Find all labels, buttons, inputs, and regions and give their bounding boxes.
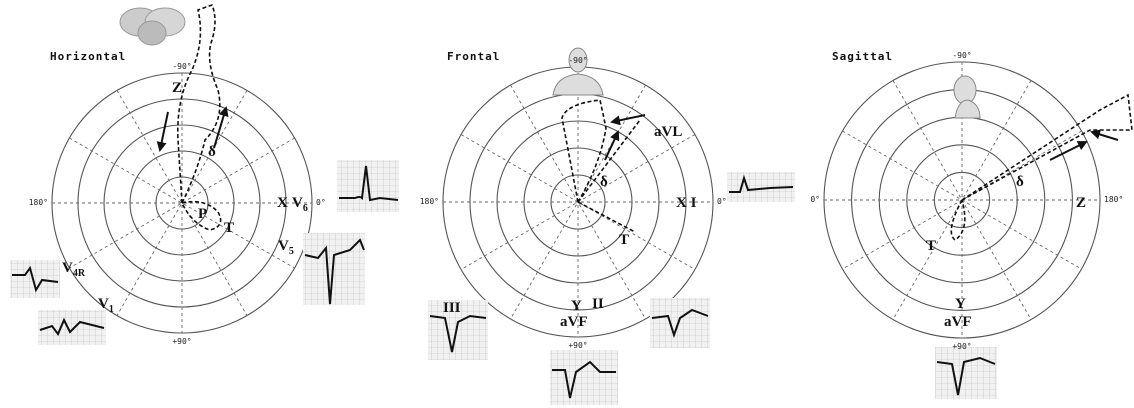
lead-text: P	[198, 206, 207, 222]
panel-title: Horizontal	[50, 50, 126, 63]
lead-label: II	[592, 296, 604, 312]
lead-text: II	[592, 296, 604, 312]
torso-icon	[552, 47, 604, 96]
lead-text: Y	[955, 296, 966, 312]
lead-label: V5	[278, 238, 294, 257]
lead-label: δ	[1016, 174, 1024, 190]
lead-text: Z	[1076, 195, 1086, 211]
lead-label: T	[926, 238, 936, 254]
lead-label: Y	[955, 296, 966, 312]
lead-text: δ	[1016, 174, 1024, 190]
angle-label: 0°	[810, 195, 820, 204]
lead-label: X I	[676, 195, 697, 211]
ecg-snippets	[10, 160, 997, 405]
angle-label: 0°	[717, 197, 727, 206]
grid-ring	[103, 124, 261, 282]
lead-text: V	[62, 260, 73, 276]
angle-label: +90°	[172, 337, 191, 346]
lead-text: V	[278, 238, 289, 254]
lead-subscript: 1	[109, 304, 114, 315]
lead-subscript: 6	[303, 203, 308, 214]
lead-subscript: 4R	[73, 268, 86, 279]
lead-text: T	[619, 232, 629, 248]
lead-text: aVF	[944, 314, 972, 330]
lead-label: δ	[600, 174, 608, 190]
lead-subscript: 5	[289, 246, 294, 257]
lead-text: δ	[208, 144, 216, 160]
lead-text: Z	[172, 80, 182, 96]
angle-label: 180°	[29, 198, 48, 207]
lead-text: V	[292, 195, 303, 211]
angle-label: 0°	[316, 198, 326, 207]
grid-spoke	[69, 137, 295, 269]
lead-text: X I	[676, 195, 697, 211]
lead-label: P	[198, 206, 207, 222]
lead-label: Z	[1076, 195, 1086, 211]
vector-loops	[156, 3, 1133, 241]
angle-label: 180°	[1104, 195, 1123, 204]
lead-label: aVL	[654, 124, 682, 140]
lead-label: T	[224, 220, 234, 236]
lead-label: aVF	[560, 314, 588, 330]
angle-label: -90°	[952, 51, 971, 60]
lead-label: V4R	[62, 260, 86, 279]
lead-text: V	[98, 296, 109, 312]
angle-label: 180°	[420, 197, 439, 206]
lead-label: V6	[292, 195, 308, 214]
lead-label: aVF	[944, 314, 972, 330]
polar-grids	[51, 61, 1101, 339]
lead-label: Z	[172, 80, 182, 96]
angle-label: -90°	[172, 62, 191, 71]
lead-text: Y	[571, 298, 582, 314]
grid-spoke	[116, 90, 248, 316]
angle-label: -90°	[568, 56, 587, 65]
lead-text: T	[926, 238, 936, 254]
grid-spoke	[69, 137, 295, 269]
lead-label: III	[443, 300, 461, 316]
grid-spoke	[116, 90, 248, 316]
lead-label: Y	[571, 298, 582, 314]
lead-text: aVF	[560, 314, 588, 330]
panel-title: Sagittal	[832, 50, 893, 63]
heart-icon	[119, 7, 186, 46]
lead-text: X	[277, 195, 288, 211]
lead-text: δ	[600, 174, 608, 190]
panel-title: Frontal	[447, 50, 500, 63]
head-icon	[953, 75, 981, 119]
lead-label: T	[619, 232, 629, 248]
lead-label: X	[277, 195, 288, 211]
lead-text: aVL	[654, 124, 682, 140]
lead-text: T	[224, 220, 234, 236]
angle-label: +90°	[568, 341, 587, 350]
lead-label: V1	[98, 296, 114, 315]
lead-text: III	[443, 300, 461, 316]
lead-label: δ	[208, 144, 216, 160]
angle-label: +90°	[952, 342, 971, 351]
